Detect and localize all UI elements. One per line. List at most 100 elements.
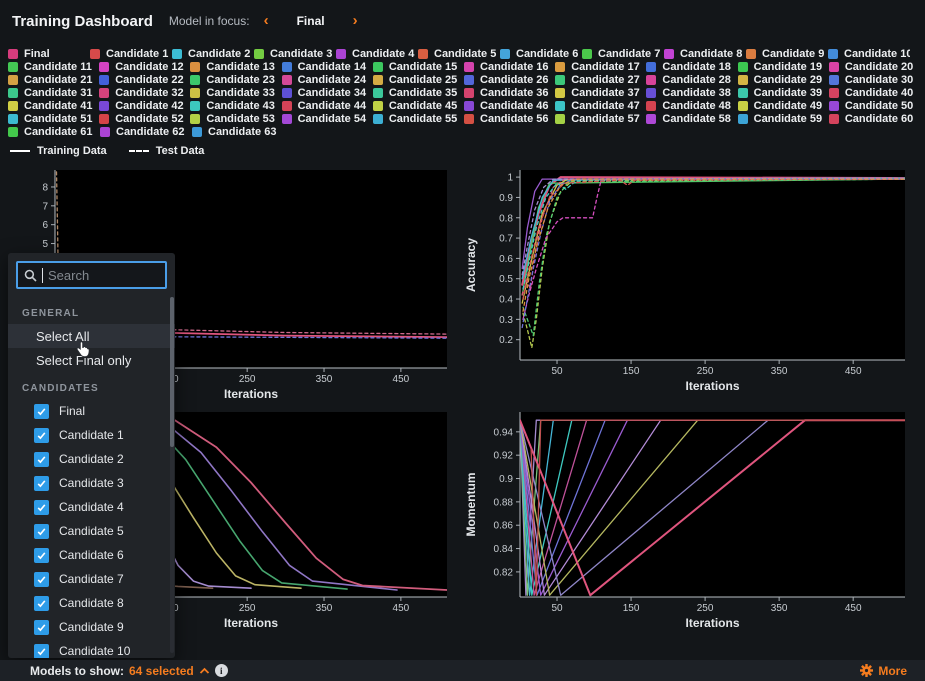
checkbox-checked-icon[interactable] — [34, 452, 49, 467]
legend-item[interactable]: Candidate 15 — [373, 61, 464, 73]
legend-item[interactable]: Candidate 54 — [282, 113, 373, 125]
legend-item[interactable]: Candidate 24 — [282, 74, 373, 86]
legend-item[interactable]: Candidate 2 — [172, 48, 254, 60]
legend-item[interactable]: Candidate 44 — [282, 100, 373, 112]
search-input[interactable] — [48, 268, 159, 283]
legend-item[interactable]: Candidate 38 — [646, 87, 737, 99]
candidate-checkbox-item[interactable]: Candidate 10 — [8, 639, 175, 658]
legend-item[interactable]: Candidate 3 — [254, 48, 336, 60]
legend-item[interactable]: Candidate 27 — [555, 74, 646, 86]
legend-item[interactable]: Candidate 53 — [190, 113, 281, 125]
legend-item[interactable]: Candidate 8 — [664, 48, 746, 60]
candidate-checkbox-item[interactable]: Candidate 8 — [8, 591, 175, 615]
next-model-button[interactable]: › — [349, 12, 362, 30]
legend-item[interactable]: Candidate 5 — [418, 48, 500, 60]
legend-item[interactable]: Candidate 42 — [99, 100, 190, 112]
candidate-checkbox-item[interactable]: Candidate 6 — [8, 543, 175, 567]
chevron-up-icon[interactable] — [199, 667, 210, 675]
legend-item[interactable]: Candidate 31 — [8, 87, 99, 99]
checkbox-checked-icon[interactable] — [34, 404, 49, 419]
legend-item[interactable]: Candidate 48 — [646, 100, 737, 112]
info-icon[interactable]: i — [215, 664, 228, 677]
dropdown-scrollbar-thumb[interactable] — [170, 297, 174, 447]
legend-item[interactable]: Candidate 40 — [829, 87, 920, 99]
legend-item[interactable]: Candidate 62 — [100, 126, 192, 138]
candidate-checkbox-item[interactable]: Candidate 5 — [8, 519, 175, 543]
legend-item[interactable]: Candidate 51 — [8, 113, 99, 125]
legend-item[interactable]: Candidate 16 — [464, 61, 555, 73]
legend-item[interactable]: Final — [8, 48, 90, 60]
legend-item[interactable]: Candidate 46 — [464, 100, 555, 112]
legend-item[interactable]: Candidate 63 — [192, 126, 284, 138]
legend-item[interactable]: Candidate 19 — [738, 61, 829, 73]
checkbox-checked-icon[interactable] — [34, 596, 49, 611]
legend-item[interactable]: Candidate 58 — [646, 113, 737, 125]
legend-item[interactable]: Candidate 14 — [282, 61, 373, 73]
legend-item[interactable]: Candidate 33 — [190, 87, 281, 99]
checkbox-checked-icon[interactable] — [34, 620, 49, 635]
legend-item[interactable]: Candidate 13 — [190, 61, 281, 73]
models-to-show-control[interactable]: Models to show: 64 selected i — [30, 664, 228, 678]
legend-item[interactable]: Candidate 22 — [99, 74, 190, 86]
legend-item[interactable]: Candidate 32 — [99, 87, 190, 99]
checkbox-checked-icon[interactable] — [34, 476, 49, 491]
legend-item[interactable]: Candidate 4 — [336, 48, 418, 60]
accuracy-chart[interactable]: 501502503504500.20.30.40.50.60.70.80.91I… — [455, 145, 925, 405]
legend-item[interactable]: Candidate 34 — [282, 87, 373, 99]
legend-item[interactable]: Candidate 60 — [829, 113, 920, 125]
candidate-checkbox-item[interactable]: Candidate 9 — [8, 615, 175, 639]
legend-item[interactable]: Candidate 61 — [8, 126, 100, 138]
legend-item[interactable]: Candidate 49 — [738, 100, 829, 112]
legend-item[interactable]: Candidate 11 — [8, 61, 99, 73]
legend-item[interactable]: Candidate 47 — [555, 100, 646, 112]
legend-item[interactable]: Candidate 35 — [373, 87, 464, 99]
legend-item[interactable]: Candidate 30 — [829, 74, 920, 86]
checkbox-checked-icon[interactable] — [34, 548, 49, 563]
momentum-chart[interactable]: 501502503504500.820.840.860.880.90.920.9… — [455, 407, 925, 647]
legend-item[interactable]: Candidate 37 — [555, 87, 646, 99]
legend-item[interactable]: Candidate 56 — [464, 113, 555, 125]
checkbox-checked-icon[interactable] — [34, 428, 49, 443]
legend-item[interactable]: Candidate 57 — [555, 113, 646, 125]
legend-item[interactable]: Candidate 45 — [373, 100, 464, 112]
legend-item[interactable]: Candidate 52 — [99, 113, 190, 125]
legend-item[interactable]: Candidate 26 — [464, 74, 555, 86]
menu-item-select-final-only[interactable]: Select Final only — [8, 348, 175, 372]
candidate-checkbox-item[interactable]: Candidate 3 — [8, 471, 175, 495]
candidate-checkbox-item[interactable]: Candidate 4 — [8, 495, 175, 519]
legend-item[interactable]: Candidate 50 — [829, 100, 920, 112]
legend-item[interactable]: Candidate 29 — [738, 74, 829, 86]
legend-item[interactable]: Candidate 1 — [90, 48, 172, 60]
checkbox-checked-icon[interactable] — [34, 500, 49, 515]
search-box[interactable] — [16, 261, 167, 289]
legend-item[interactable]: Candidate 7 — [582, 48, 664, 60]
legend-item[interactable]: Candidate 36 — [464, 87, 555, 99]
menu-item-select-all[interactable]: Select All — [8, 324, 175, 348]
legend-item[interactable]: Candidate 9 — [746, 48, 828, 60]
legend-item[interactable]: Candidate 41 — [8, 100, 99, 112]
legend-item[interactable]: Candidate 10 — [828, 48, 910, 60]
legend-item[interactable]: Candidate 6 — [500, 48, 582, 60]
checkbox-checked-icon[interactable] — [34, 524, 49, 539]
legend-item[interactable]: Candidate 43 — [190, 100, 281, 112]
legend-item[interactable]: Candidate 20 — [829, 61, 920, 73]
candidate-checkbox-item[interactable]: Candidate 2 — [8, 447, 175, 471]
legend-item[interactable]: Candidate 23 — [190, 74, 281, 86]
legend-item[interactable]: Candidate 12 — [99, 61, 190, 73]
checkbox-checked-icon[interactable] — [34, 644, 49, 659]
candidate-checkbox-item[interactable]: Final — [8, 399, 175, 423]
more-button[interactable]: More — [860, 664, 907, 678]
legend-item[interactable]: Candidate 25 — [373, 74, 464, 86]
legend-item[interactable]: Candidate 55 — [373, 113, 464, 125]
legend-item[interactable]: Candidate 59 — [738, 113, 829, 125]
candidate-label: Candidate 10 — [59, 644, 130, 658]
legend-item[interactable]: Candidate 28 — [646, 74, 737, 86]
checkbox-checked-icon[interactable] — [34, 572, 49, 587]
legend-item[interactable]: Candidate 18 — [646, 61, 737, 73]
prev-model-button[interactable]: ‹ — [260, 12, 273, 30]
legend-item[interactable]: Candidate 39 — [738, 87, 829, 99]
legend-item[interactable]: Candidate 21 — [8, 74, 99, 86]
candidate-checkbox-item[interactable]: Candidate 7 — [8, 567, 175, 591]
legend-item[interactable]: Candidate 17 — [555, 61, 646, 73]
candidate-checkbox-item[interactable]: Candidate 1 — [8, 423, 175, 447]
